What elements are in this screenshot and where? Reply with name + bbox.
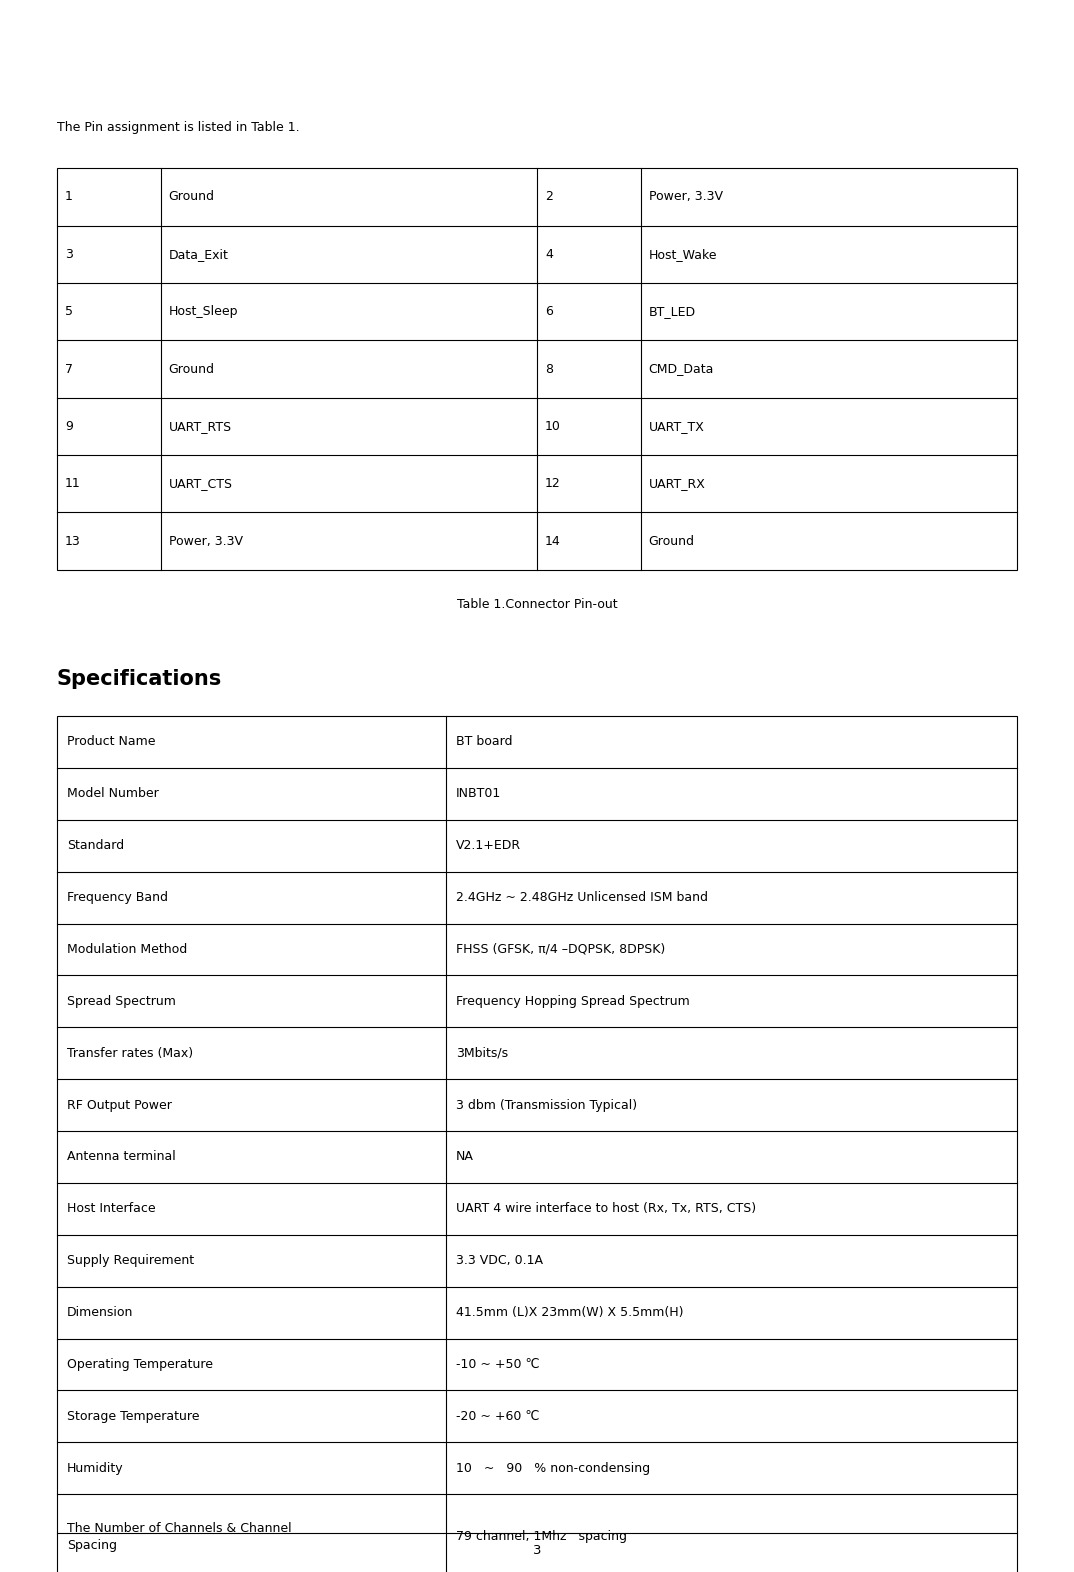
Text: 5: 5 [64, 305, 73, 318]
Text: -20 ~ +60 ℃: -20 ~ +60 ℃ [455, 1410, 539, 1423]
Text: Power, 3.3V: Power, 3.3V [649, 190, 723, 203]
Text: BT_LED: BT_LED [649, 305, 696, 318]
Text: 79 channel, 1Mhz   spacing: 79 channel, 1Mhz spacing [455, 1531, 627, 1544]
Text: -10 ~ +50 ℃: -10 ~ +50 ℃ [455, 1358, 539, 1371]
Text: Storage Temperature: Storage Temperature [67, 1410, 200, 1423]
Text: 41.5mm (L)X 23mm(W) X 5.5mm(H): 41.5mm (L)X 23mm(W) X 5.5mm(H) [455, 1306, 683, 1319]
Text: 3Mbits/s: 3Mbits/s [455, 1047, 508, 1060]
Text: Ground: Ground [169, 190, 215, 203]
Text: 3 dbm (Transmission Typical): 3 dbm (Transmission Typical) [455, 1099, 637, 1111]
Text: Data_Exit: Data_Exit [169, 248, 229, 261]
Text: 13: 13 [64, 534, 81, 547]
Text: Spread Spectrum: Spread Spectrum [67, 995, 176, 1008]
Text: Standard: Standard [67, 839, 124, 852]
Text: NA: NA [455, 1151, 474, 1163]
Text: 1: 1 [64, 190, 73, 203]
Text: 3: 3 [533, 1544, 541, 1556]
Text: Ground: Ground [169, 363, 215, 376]
Text: Product Name: Product Name [67, 736, 156, 748]
Text: Host_Sleep: Host_Sleep [169, 305, 238, 318]
Text: V2.1+EDR: V2.1+EDR [455, 839, 521, 852]
Text: 11: 11 [64, 478, 81, 490]
Text: 7: 7 [64, 363, 73, 376]
Text: CMD_Data: CMD_Data [649, 363, 714, 376]
Text: BT board: BT board [455, 736, 512, 748]
Text: 8: 8 [545, 363, 553, 376]
Text: 3: 3 [64, 248, 73, 261]
Text: Ground: Ground [649, 534, 695, 547]
Text: Modulation Method: Modulation Method [67, 943, 187, 956]
Text: FHSS (GFSK, π/4 –DQPSK, 8DPSK): FHSS (GFSK, π/4 –DQPSK, 8DPSK) [455, 943, 665, 956]
Text: Frequency Hopping Spread Spectrum: Frequency Hopping Spread Spectrum [455, 995, 690, 1008]
Text: Host Interface: Host Interface [67, 1203, 156, 1215]
Text: Dimension: Dimension [67, 1306, 133, 1319]
Text: 10   ~   90   % non-condensing: 10 ~ 90 % non-condensing [455, 1462, 650, 1475]
Bar [57, 168, 1017, 569]
Text: 9: 9 [64, 420, 73, 432]
Text: Specifications: Specifications [57, 670, 222, 689]
Text: Power, 3.3V: Power, 3.3V [169, 534, 243, 547]
Bar [57, 715, 1017, 1572]
Text: 12: 12 [545, 478, 561, 490]
Text: 2.4GHz ~ 2.48GHz Unlicensed ISM band: 2.4GHz ~ 2.48GHz Unlicensed ISM band [455, 891, 708, 904]
Text: Transfer rates (Max): Transfer rates (Max) [67, 1047, 193, 1060]
Text: 4: 4 [545, 248, 553, 261]
Text: UART_CTS: UART_CTS [169, 478, 233, 490]
Text: Table 1.Connector Pin-out: Table 1.Connector Pin-out [456, 597, 618, 612]
Text: UART 4 wire interface to host (Rx, Tx, RTS, CTS): UART 4 wire interface to host (Rx, Tx, R… [455, 1203, 756, 1215]
Text: UART_RTS: UART_RTS [169, 420, 232, 432]
Text: UART_TX: UART_TX [649, 420, 705, 432]
Text: RF Output Power: RF Output Power [67, 1099, 172, 1111]
Text: 2: 2 [545, 190, 553, 203]
Text: The Pin assignment is listed in Table 1.: The Pin assignment is listed in Table 1. [57, 121, 300, 134]
Text: 10: 10 [545, 420, 561, 432]
Text: Operating Temperature: Operating Temperature [67, 1358, 213, 1371]
Text: Supply Requirement: Supply Requirement [67, 1254, 194, 1267]
Text: 3.3 VDC, 0.1A: 3.3 VDC, 0.1A [455, 1254, 542, 1267]
Text: 14: 14 [545, 534, 561, 547]
Text: Host_Wake: Host_Wake [649, 248, 717, 261]
Text: Frequency Band: Frequency Band [67, 891, 168, 904]
Text: UART_RX: UART_RX [649, 478, 706, 490]
Text: Antenna terminal: Antenna terminal [67, 1151, 176, 1163]
Text: Humidity: Humidity [67, 1462, 124, 1475]
Text: Model Number: Model Number [67, 788, 159, 800]
Text: The Number of Channels & Channel
Spacing: The Number of Channels & Channel Spacing [67, 1522, 291, 1552]
Text: INBT01: INBT01 [455, 788, 502, 800]
Text: 6: 6 [545, 305, 553, 318]
